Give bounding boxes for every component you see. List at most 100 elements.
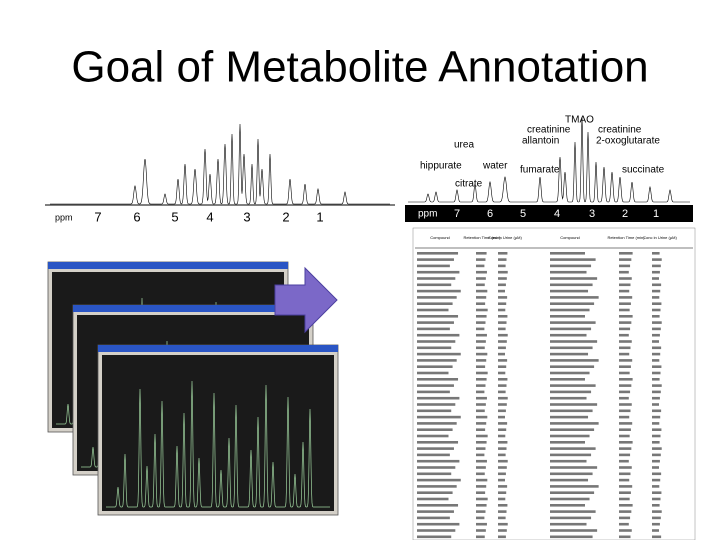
table-cell-text xyxy=(476,258,486,261)
axis-tick-label: 1 xyxy=(316,209,323,224)
peak-annotation: water xyxy=(482,161,508,172)
table-cell-text xyxy=(476,466,486,469)
table-cell-text xyxy=(550,478,589,482)
table-cell-text xyxy=(476,447,486,450)
table-cell-text xyxy=(652,384,662,387)
table-cell-text xyxy=(498,422,508,425)
table-cell-text xyxy=(417,403,456,406)
table-cell-text xyxy=(652,441,660,444)
table-cell-text xyxy=(550,472,593,476)
table-cell-text xyxy=(550,447,596,450)
table-cell-text xyxy=(652,415,661,419)
table-cell-text xyxy=(652,252,660,255)
table-cell-text xyxy=(652,497,661,501)
table-cell-text xyxy=(498,415,505,419)
table-cell-text xyxy=(498,277,507,280)
table-cell-text xyxy=(498,333,508,337)
table-cell-text xyxy=(476,365,486,368)
table-cell-text xyxy=(476,333,487,337)
table-cell-text xyxy=(417,359,457,362)
table-cell-text xyxy=(550,327,592,331)
table-cell-text xyxy=(619,252,633,255)
table-cell-text xyxy=(619,321,632,324)
spectrum-trace xyxy=(50,123,390,205)
table-cell-text xyxy=(476,296,487,299)
table-cell-text xyxy=(550,264,592,268)
peak-annotation: hippurate xyxy=(420,161,462,172)
table-cell-text xyxy=(619,403,632,406)
table-cell-text xyxy=(619,422,633,425)
table-cell-text xyxy=(476,522,487,526)
table-cell-text xyxy=(417,289,461,293)
table-cell-text xyxy=(476,428,486,431)
window-titlebar xyxy=(98,345,338,352)
table-cell-text xyxy=(417,264,450,268)
table-cell-text xyxy=(476,472,485,476)
table-cell-text xyxy=(619,396,629,400)
table-cell-text xyxy=(550,535,593,539)
table-cell-text xyxy=(476,302,486,305)
table-cell-text xyxy=(498,296,508,299)
table-cell-text xyxy=(550,371,590,375)
table-cell-text xyxy=(619,472,631,476)
column-header: Conc in Urine (µM) xyxy=(488,235,522,240)
table-cell-text xyxy=(417,390,450,394)
table-cell-text xyxy=(417,283,452,287)
table-cell-text xyxy=(652,302,662,305)
table-cell-text xyxy=(652,453,661,457)
table-cell-text xyxy=(652,510,662,513)
table-cell-text xyxy=(619,497,630,501)
table-cell-text xyxy=(498,409,506,413)
table-cell-text xyxy=(619,390,631,394)
table-cell-text xyxy=(550,459,587,463)
table-cell-text xyxy=(550,428,595,431)
axis-tick-label: 1 xyxy=(653,208,659,220)
column-header: Compound xyxy=(560,235,580,240)
table-cell-text xyxy=(498,535,506,539)
table-cell-text xyxy=(619,441,633,444)
table-cell-text xyxy=(498,384,507,387)
axis-tick-label: 4 xyxy=(206,209,213,224)
table-cell-text xyxy=(498,371,506,375)
table-cell-text xyxy=(550,296,599,299)
table-cell-text xyxy=(550,497,590,501)
table-cell-text xyxy=(417,422,457,425)
table-cell-text xyxy=(498,340,507,343)
table-cell-text xyxy=(417,529,456,532)
table-cell-text xyxy=(550,529,598,532)
table-cell-text xyxy=(550,415,589,419)
window-titlebar xyxy=(73,305,313,312)
peak-annotation: creatinine xyxy=(598,125,642,136)
table-cell-text xyxy=(498,346,506,350)
table-cell-text xyxy=(619,466,632,469)
axis-tick-label: 5 xyxy=(520,208,526,220)
table-cell-text xyxy=(417,491,453,494)
table-cell-text xyxy=(498,321,507,324)
table-cell-text xyxy=(550,315,585,318)
table-cell-text xyxy=(550,516,592,520)
table-cell-text xyxy=(652,283,662,287)
column-header: Compound xyxy=(430,235,450,240)
table-cell-text xyxy=(476,529,486,532)
right-spectrum: ppm TMAOcreatininehippuratecreatinineall… xyxy=(405,115,693,222)
table-cell-text xyxy=(652,403,659,406)
table-cell-text xyxy=(619,428,631,431)
table-cell-text xyxy=(550,409,593,413)
table-cell-text xyxy=(619,478,630,482)
table-cell-text xyxy=(476,396,487,400)
table-cell-text xyxy=(476,384,486,387)
table-cell-text xyxy=(476,422,487,425)
table-cell-text xyxy=(476,491,486,494)
peak-annotation: citrate xyxy=(455,179,483,190)
table-cell-text xyxy=(550,453,592,457)
table-cell-text xyxy=(550,434,590,438)
table-cell-text xyxy=(619,270,629,274)
table-cell-text xyxy=(619,308,630,312)
table-cell-text xyxy=(476,289,488,293)
peak-annotation: allantoin xyxy=(522,136,559,147)
table-cell-text xyxy=(550,359,599,362)
table-cell-text xyxy=(550,365,595,368)
table-cell-text xyxy=(652,422,660,425)
table-cell-text xyxy=(550,289,589,293)
table-cell-text xyxy=(417,252,459,255)
